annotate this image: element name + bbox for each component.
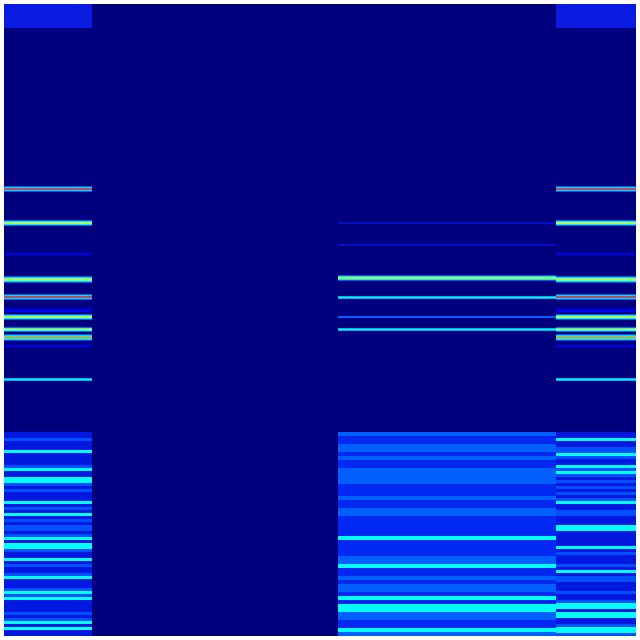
center-right-panel	[338, 4, 556, 636]
top-noise-block	[556, 4, 636, 28]
spectral-line	[338, 222, 556, 224]
left-panel	[4, 4, 92, 636]
spectral-line	[556, 378, 636, 381]
harmonic-line	[4, 186, 92, 192]
harmonic-line	[556, 220, 636, 226]
harmonic-line	[338, 275, 556, 281]
spectral-line	[4, 334, 92, 341]
spectral-line	[4, 294, 92, 300]
spectral-line	[556, 294, 636, 300]
harmonic-line	[338, 328, 556, 331]
spectral-line	[4, 253, 92, 255]
right-panel	[556, 4, 636, 636]
spectral-line	[556, 253, 636, 255]
spectrogram-heatmap	[4, 4, 636, 636]
harmonic-line	[338, 316, 556, 318]
spectral-line	[4, 345, 92, 347]
spectral-line	[338, 244, 556, 246]
harmonic-line	[556, 186, 636, 192]
spectral-line	[4, 327, 92, 332]
harmonic-line	[338, 296, 556, 299]
spectral-line	[556, 276, 636, 283]
spectral-line	[556, 327, 636, 332]
spectral-line	[556, 334, 636, 341]
broadband-noise-block	[4, 432, 92, 636]
spectral-line	[4, 309, 92, 312]
spectral-line	[556, 314, 636, 320]
spectral-line	[556, 309, 636, 312]
spectral-line	[556, 345, 636, 347]
spectral-line	[4, 314, 92, 320]
middle-empty-panel	[92, 4, 338, 636]
harmonic-line	[4, 220, 92, 226]
spectral-line	[4, 276, 92, 283]
broadband-noise-block	[338, 432, 556, 636]
broadband-noise-block	[556, 432, 636, 636]
top-noise-block	[4, 4, 92, 28]
spectral-line	[4, 378, 92, 381]
